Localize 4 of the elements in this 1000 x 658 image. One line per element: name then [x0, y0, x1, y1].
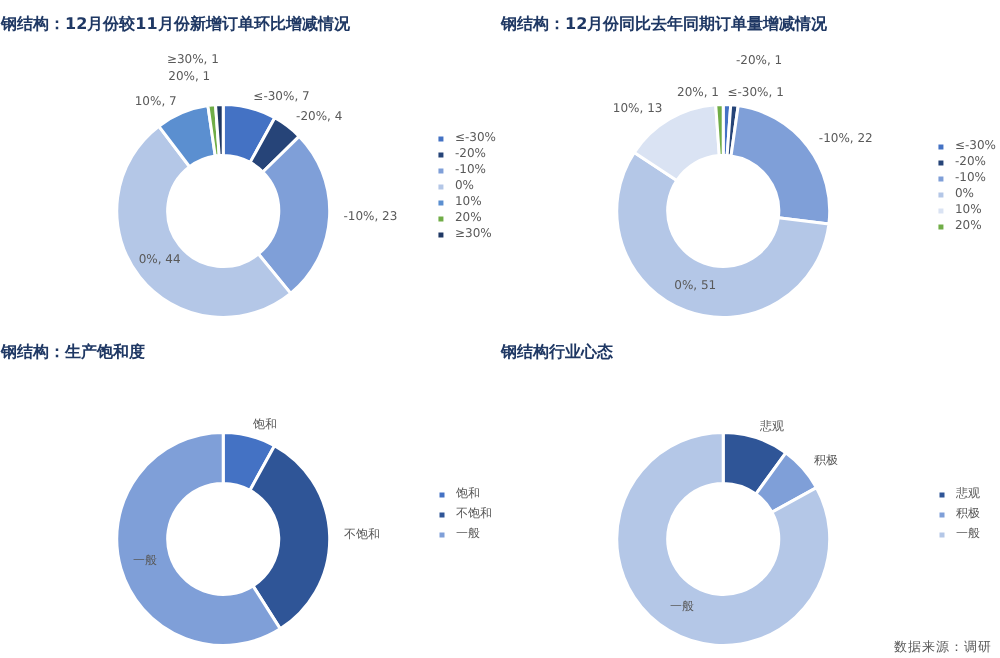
chart-title: 钢结构：12月份同比去年同期订单量增减情况 — [499, 15, 830, 33]
chart-title: 钢结构：12月份较11月份新增订单环比增减情况 — [0, 13, 352, 33]
chart-title: 钢结构行业心态 — [499, 341, 615, 361]
chart-title: 钢结构：生产饱和度 — [0, 341, 145, 361]
